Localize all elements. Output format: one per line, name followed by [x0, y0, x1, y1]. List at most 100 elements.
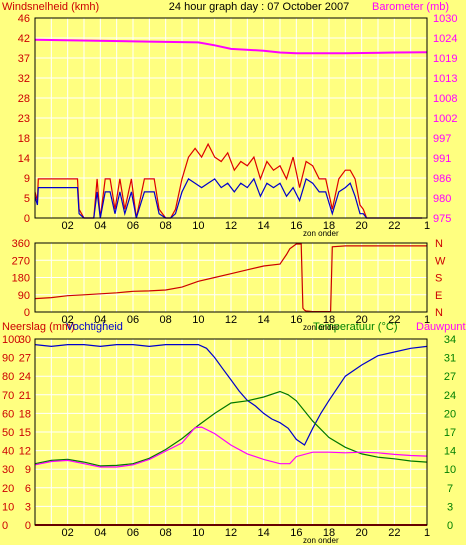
- humidity-tick-label: 21: [19, 390, 31, 402]
- direction-tick-label: 180: [12, 273, 30, 285]
- plot-frame-3: [34, 338, 428, 526]
- barometer-tick-label: 1002: [433, 113, 457, 125]
- humidity-tick-label: 15: [19, 427, 31, 439]
- direction-tick-label: 0: [24, 307, 30, 319]
- x-tick-label-3: 20: [356, 527, 368, 539]
- temperature-tick-label: 0: [447, 520, 453, 532]
- compass-tick-label: W: [435, 255, 446, 267]
- x-tick-label-2: 1: [424, 314, 430, 326]
- compass-tick-label: N: [435, 238, 443, 250]
- humidity-tick-label: 6: [25, 483, 31, 495]
- humidity-tick-label: 18: [19, 408, 31, 420]
- dewpoint-line: [34, 426, 428, 468]
- sunset-label-3: zon onder: [303, 536, 339, 545]
- temperature-axis-label: Temperatuur (°C): [313, 321, 397, 333]
- x-tick-label-2: 18: [323, 314, 335, 326]
- wind-tick-label: 42: [18, 33, 30, 45]
- barometer-tick-label: 991: [433, 153, 451, 165]
- x-tick-label-3: 04: [94, 527, 106, 539]
- x-tick-label-3: 1: [424, 527, 430, 539]
- rain-tick-label: 80: [2, 371, 14, 383]
- rain-tick-label: 70: [2, 390, 14, 402]
- rain-tick-label: 100: [2, 334, 20, 346]
- x-tick-label-2: 10: [192, 314, 204, 326]
- x-tick-label-2: 16: [290, 314, 302, 326]
- x-tick-label-2: 22: [388, 314, 400, 326]
- x-tick-label-3: 12: [225, 527, 237, 539]
- barometer-tick-label: 1008: [433, 93, 457, 105]
- x-tick-label-1: 18: [323, 220, 335, 232]
- sunset-label-2: zon onder: [303, 323, 339, 332]
- rain-axis-label: Neerslag (mm): [2, 321, 75, 333]
- temperature-tick-label: 17: [444, 427, 456, 439]
- wind-tick-label: 0: [24, 213, 30, 225]
- humidity-tick-label: 30: [19, 334, 31, 346]
- barometer-axis-label: Barometer (mb): [372, 1, 449, 13]
- temperature-tick-label: 27: [444, 371, 456, 383]
- wind-tick-label: 28: [18, 93, 30, 105]
- direction-tick-label: 360: [12, 238, 30, 250]
- x-tick-label-3: 10: [192, 527, 204, 539]
- temperature-tick-label: 3: [447, 501, 453, 513]
- rain-tick-label: 40: [2, 446, 14, 458]
- x-tick-label-3: 02: [62, 527, 74, 539]
- x-tick-label-1: 14: [258, 220, 270, 232]
- x-tick-label-1: 1: [424, 220, 430, 232]
- compass-tick-label: E: [435, 290, 442, 302]
- humidity-tick-label: 12: [19, 446, 31, 458]
- x-tick-label-2: 20: [356, 314, 368, 326]
- direction-tick-label: 90: [18, 290, 30, 302]
- temperature-tick-label: 20: [444, 408, 456, 420]
- x-tick-label-3: 18: [323, 527, 335, 539]
- x-tick-label-3: 06: [127, 527, 139, 539]
- x-tick-label-1: 10: [192, 220, 204, 232]
- x-tick-label-3: 08: [160, 527, 172, 539]
- humidity-tick-label: 9: [25, 464, 31, 476]
- wind-tick-label: 14: [18, 153, 30, 165]
- chart-title: 24 hour graph day : 07 October 2007: [169, 1, 349, 13]
- wind-tick-label: 18: [18, 133, 30, 145]
- temperature-tick-label: 14: [444, 446, 456, 458]
- x-tick-label-1: 12: [225, 220, 237, 232]
- barometer-tick-label: 975: [433, 213, 451, 225]
- x-tick-label-2: 08: [160, 314, 172, 326]
- temperature-tick-label: 10: [444, 464, 456, 476]
- wind-tick-label: 37: [18, 53, 30, 65]
- x-tick-label-1: 06: [127, 220, 139, 232]
- temperature-tick-label: 7: [447, 483, 453, 495]
- wind-line: [34, 177, 423, 219]
- barometer-tick-label: 997: [433, 133, 451, 145]
- rain-tick-label: 30: [2, 464, 14, 476]
- barometer-tick-label: 986: [433, 173, 451, 185]
- direction-tick-label: 270: [12, 255, 30, 267]
- x-tick-label-2: 12: [225, 314, 237, 326]
- barometer-line: [34, 38, 428, 55]
- x-tick-label-1: 08: [160, 220, 172, 232]
- compass-tick-label: N: [435, 307, 443, 319]
- x-tick-label-2: 06: [127, 314, 139, 326]
- x-tick-label-3: 16: [290, 527, 302, 539]
- humidity-tick-label: 0: [25, 520, 31, 532]
- x-tick-label-1: 22: [388, 220, 400, 232]
- x-tick-label-3: 14: [258, 527, 270, 539]
- wind-tick-label: 32: [18, 73, 30, 85]
- humidity-tick-label: 3: [25, 501, 31, 513]
- rain-tick-label: 50: [2, 427, 14, 439]
- x-tick-label-1: 20: [356, 220, 368, 232]
- wind-tick-label: 5: [24, 193, 30, 205]
- rain-tick-label: 60: [2, 408, 14, 420]
- x-tick-label-1: 04: [94, 220, 106, 232]
- rain-tick-label: 10: [2, 501, 14, 513]
- compass-tick-label: S: [435, 273, 442, 285]
- rain-tick-label: 0: [2, 520, 8, 532]
- x-tick-label-2: 02: [62, 314, 74, 326]
- wind-axis-label: Windsnelheid (kmh): [2, 1, 99, 13]
- humidity-tick-label: 27: [19, 353, 31, 365]
- x-tick-label-1: 16: [290, 220, 302, 232]
- x-tick-label-2: 04: [94, 314, 106, 326]
- humidity-axis-label: Vochtigheid: [66, 321, 123, 333]
- barometer-tick-label: 1019: [433, 53, 457, 65]
- barometer-tick-label: 1024: [433, 33, 457, 45]
